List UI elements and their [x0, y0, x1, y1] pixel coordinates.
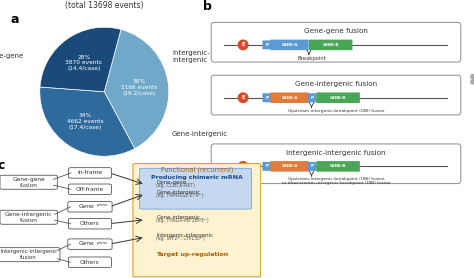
- Text: E: E: [241, 164, 245, 169]
- Text: (eg. CCDC6-RET): (eg. CCDC6-RET): [156, 183, 195, 188]
- Text: Others: Others: [80, 221, 100, 226]
- FancyBboxPatch shape: [133, 163, 261, 277]
- Text: 28%
3870 events
(14.4/case): 28% 3870 events (14.4/case): [65, 54, 102, 71]
- FancyBboxPatch shape: [68, 184, 111, 195]
- FancyBboxPatch shape: [68, 219, 111, 229]
- Text: Upstream-intergenic-breakpoint (UIB) fusion: Upstream-intergenic-breakpoint (UIB) fus…: [288, 177, 384, 182]
- FancyBboxPatch shape: [308, 162, 317, 171]
- Text: GENE-A: GENE-A: [282, 164, 298, 168]
- FancyBboxPatch shape: [308, 93, 317, 102]
- FancyBboxPatch shape: [68, 257, 111, 267]
- Text: Upstream-intergenic-breakpoint (UIB) fusion: Upstream-intergenic-breakpoint (UIB) fus…: [288, 109, 384, 113]
- Text: Functional (recurrent): Functional (recurrent): [161, 167, 233, 173]
- FancyBboxPatch shape: [263, 93, 272, 102]
- FancyBboxPatch shape: [68, 168, 111, 178]
- Wedge shape: [40, 87, 135, 156]
- Text: c: c: [0, 159, 5, 172]
- Text: P: P: [310, 164, 314, 168]
- FancyBboxPatch shape: [211, 23, 461, 62]
- FancyBboxPatch shape: [263, 162, 272, 171]
- Text: Off-frame: Off-frame: [76, 187, 104, 192]
- Text: (eg. THADA-IGF2BP3ᵖʳ): (eg. THADA-IGF2BP3ᵖʳ): [156, 218, 209, 223]
- Text: E: E: [241, 95, 245, 100]
- Text: or downstream-intergenic-breakpoint (DIB) fusion: or downstream-intergenic-breakpoint (DIB…: [282, 181, 390, 185]
- Text: Others: Others: [80, 260, 100, 265]
- FancyBboxPatch shape: [0, 175, 57, 189]
- FancyBboxPatch shape: [309, 39, 353, 50]
- Text: GENE-A: GENE-A: [282, 43, 298, 47]
- FancyBboxPatch shape: [68, 202, 112, 212]
- FancyBboxPatch shape: [0, 210, 57, 224]
- Text: P: P: [265, 96, 268, 100]
- Text: Gene-gene fusion: Gene-gene fusion: [304, 28, 368, 34]
- Text: In-frame: In-frame: [77, 170, 102, 175]
- Circle shape: [238, 40, 248, 50]
- FancyBboxPatch shape: [211, 144, 461, 183]
- FancyBboxPatch shape: [139, 168, 252, 209]
- Text: b: b: [203, 0, 212, 13]
- Text: GENE-B: GENE-B: [330, 164, 346, 168]
- Text: P: P: [265, 164, 268, 168]
- Text: Gene-intergenic fusion: Gene-intergenic fusion: [295, 81, 377, 87]
- Text: Gene-intergenic: Gene-intergenic: [172, 131, 228, 137]
- Circle shape: [238, 162, 248, 171]
- Text: Intergenic-intergenic
fusion: Intergenic-intergenic fusion: [0, 249, 57, 260]
- Text: 34%
4662 events
(17.4/case): 34% 4662 events (17.4/case): [67, 113, 103, 130]
- Text: GENE-A: GENE-A: [282, 96, 298, 100]
- Text: E: E: [241, 43, 245, 47]
- Circle shape: [238, 93, 248, 103]
- Text: Intergenic-
intergenic: Intergenic- intergenic: [172, 50, 210, 63]
- FancyBboxPatch shape: [263, 40, 272, 49]
- Text: Intergenic-intergenic fusion: Intergenic-intergenic fusion: [286, 150, 386, 156]
- Text: Producing chimeric mRNA: Producing chimeric mRNA: [151, 175, 243, 180]
- Text: a: a: [11, 13, 19, 26]
- FancyBboxPatch shape: [270, 92, 309, 103]
- Wedge shape: [104, 29, 169, 148]
- FancyBboxPatch shape: [270, 161, 309, 172]
- Text: GENE-B: GENE-B: [322, 43, 339, 47]
- FancyBboxPatch shape: [0, 248, 60, 262]
- Text: Gene-gene
fusion: Gene-gene fusion: [12, 177, 45, 188]
- Text: prone: prone: [96, 240, 107, 245]
- Text: Gene: Gene: [79, 241, 94, 246]
- FancyBboxPatch shape: [316, 161, 360, 172]
- Text: Gene-intergenic: Gene-intergenic: [156, 190, 201, 195]
- Wedge shape: [40, 27, 121, 92]
- Text: Target up-regulation: Target up-regulation: [156, 252, 228, 257]
- Title: Fusion type
(total 13698 events): Fusion type (total 13698 events): [65, 0, 144, 10]
- FancyBboxPatch shape: [211, 75, 461, 115]
- Text: 38%
5166 events
(19.2/case): 38% 5166 events (19.2/case): [121, 79, 158, 96]
- Text: Gene: Gene: [79, 204, 94, 209]
- Text: Intergenic-intergenic: Intergenic-intergenic: [156, 233, 214, 238]
- FancyBboxPatch shape: [270, 39, 309, 50]
- Text: prone: prone: [96, 203, 107, 207]
- Text: Gene-gene: Gene-gene: [156, 180, 187, 185]
- Text: P: P: [310, 96, 314, 100]
- Text: P: P: [265, 43, 268, 47]
- Text: (eg. IGF2ᵖʳ, CHIL3Lᵖʳ): (eg. IGF2ᵖʳ, CHIL3Lᵖʳ): [156, 236, 205, 241]
- Text: Breakpoint: Breakpoint: [297, 56, 326, 61]
- Text: Gene-intergenic
fusion: Gene-intergenic fusion: [5, 212, 52, 223]
- Text: Gene-gene: Gene-gene: [0, 53, 24, 59]
- Text: (eg. TMPRSS2-ETVᵖʳ): (eg. TMPRSS2-ETVᵖʳ): [156, 193, 204, 198]
- FancyBboxPatch shape: [316, 92, 360, 103]
- FancyBboxPatch shape: [68, 239, 112, 249]
- Text: Gene-intergenic: Gene-intergenic: [156, 215, 201, 220]
- Text: GENE-B: GENE-B: [330, 96, 346, 100]
